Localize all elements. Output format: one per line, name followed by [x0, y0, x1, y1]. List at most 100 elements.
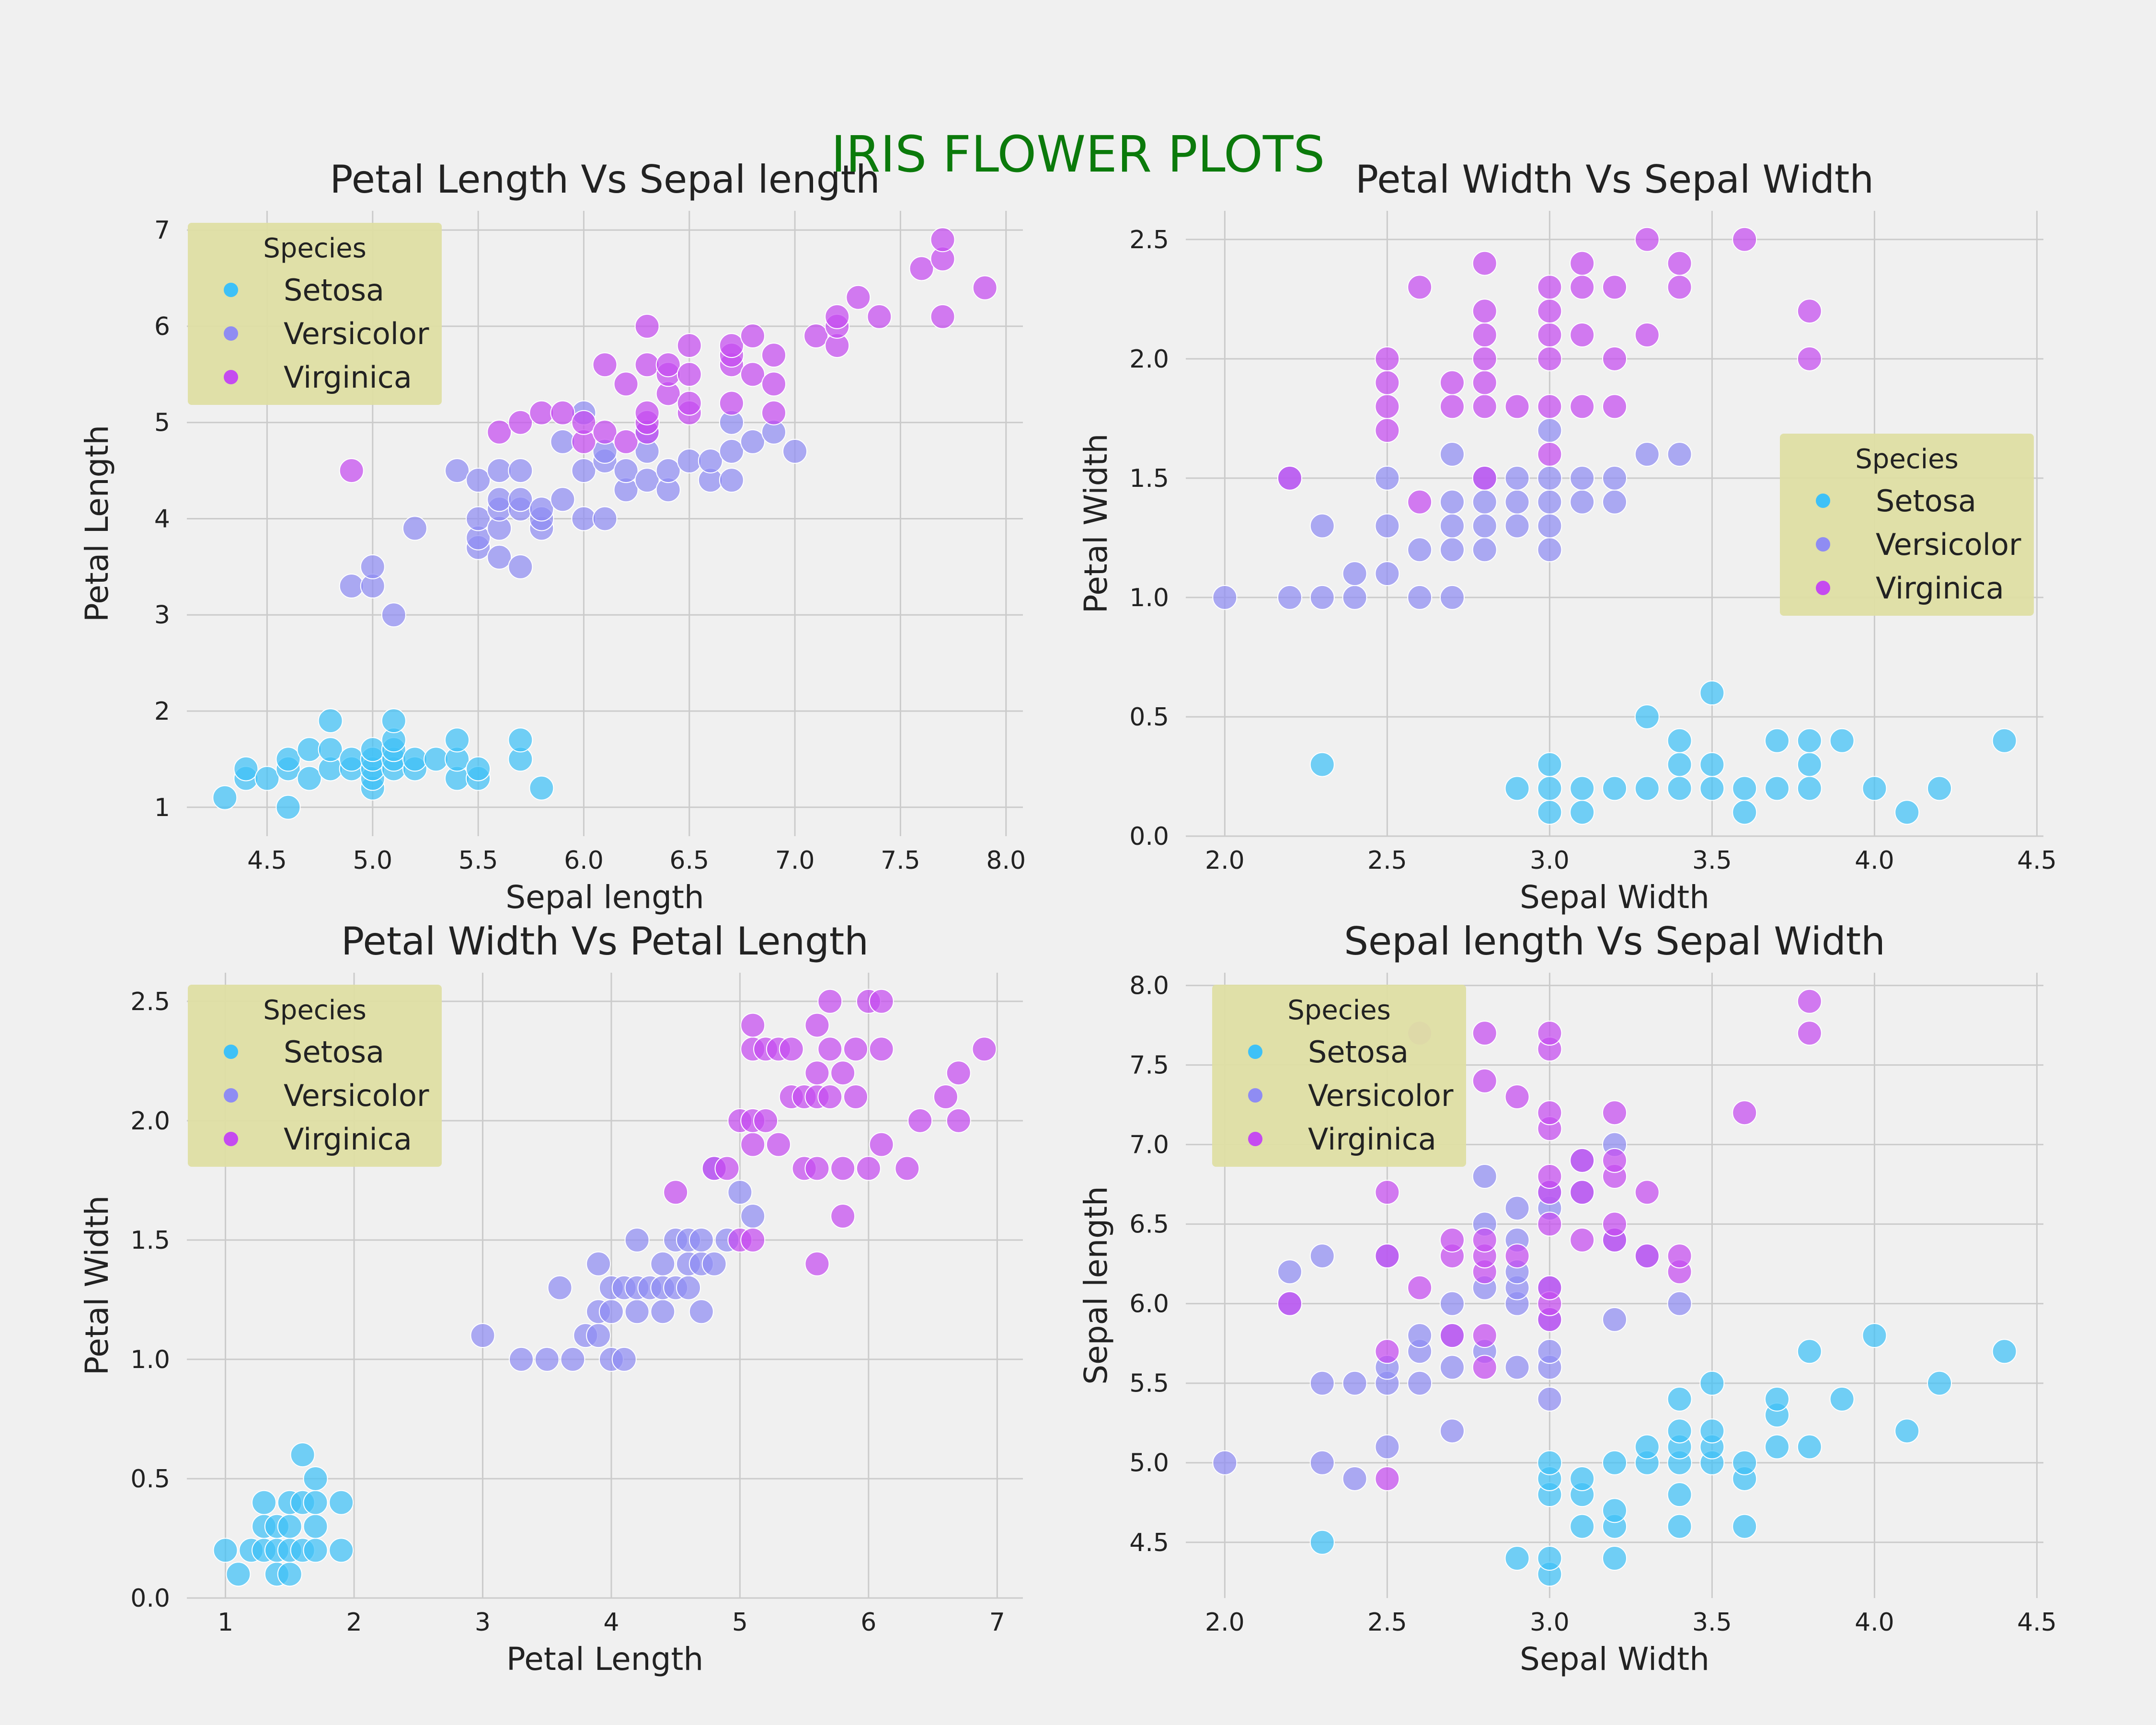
- data-point: [719, 333, 744, 358]
- legend-label-setosa: Setosa: [1876, 483, 1976, 518]
- data-point: [571, 506, 596, 531]
- data-point: [1992, 728, 2017, 753]
- data-point: [719, 391, 744, 416]
- data-point: [611, 1346, 637, 1372]
- y-tick-label: 1.0: [130, 1346, 170, 1374]
- data-point: [1667, 275, 1692, 300]
- x-tick-label: 8.0: [986, 846, 1026, 875]
- y-tick-label: 7.5: [1129, 1051, 1169, 1080]
- data-point: [339, 574, 364, 598]
- data-point: [487, 458, 512, 483]
- data-point: [1602, 1307, 1627, 1332]
- data-point: [509, 1346, 534, 1372]
- legend-label-versicolor: Versicolor: [1876, 527, 2021, 562]
- y-tick-label: 2: [154, 697, 170, 726]
- data-point: [867, 304, 892, 329]
- data-point: [634, 468, 660, 493]
- data-point: [613, 429, 639, 454]
- data-point: [1667, 442, 1692, 467]
- data-point: [761, 343, 787, 368]
- data-point: [1439, 537, 1465, 563]
- legend: Species Setosa Versicolor Virginica: [188, 223, 442, 405]
- data-point: [233, 756, 259, 782]
- data-point: [1504, 776, 1530, 801]
- data-point: [1375, 346, 1400, 371]
- data-point: [1407, 1370, 1433, 1396]
- data-point: [1602, 465, 1627, 491]
- data-point: [677, 333, 702, 358]
- data-point: [1570, 322, 1595, 348]
- legend-label-versicolor: Versicolor: [284, 1078, 429, 1113]
- x-tick-label: 4.5: [2017, 1608, 2057, 1637]
- data-point: [1472, 1355, 1497, 1380]
- data-point: [423, 747, 448, 772]
- data-point: [318, 737, 343, 762]
- data-point: [1765, 1386, 1790, 1412]
- data-point: [1472, 1164, 1497, 1189]
- y-tick-label: 8.0: [1129, 972, 1169, 1000]
- y-tick-label: 3: [154, 601, 170, 630]
- data-point: [1537, 1386, 1562, 1412]
- y-tick-label: 2.0: [130, 1107, 170, 1136]
- data-point: [1634, 704, 1660, 729]
- data-point: [1375, 1466, 1400, 1491]
- legend-label-setosa: Setosa: [1308, 1035, 1409, 1070]
- y-tick-label: 0.5: [130, 1465, 170, 1494]
- data-point: [817, 1084, 843, 1110]
- x-tick-label: 3.5: [1692, 1608, 1732, 1637]
- data-point: [252, 1490, 277, 1515]
- legend-marker: [224, 370, 238, 384]
- data-point: [1602, 489, 1627, 515]
- data-point: [329, 1538, 354, 1563]
- y-tick-label: 1.0: [1129, 584, 1169, 612]
- data-point: [1375, 513, 1400, 539]
- data-point: [1602, 1498, 1627, 1523]
- legend-box: [1212, 985, 1466, 1167]
- data-point: [895, 1156, 920, 1181]
- x-tick-label: 7: [989, 1608, 1005, 1637]
- data-point: [761, 400, 787, 426]
- data-point: [804, 1012, 830, 1038]
- data-point: [592, 419, 618, 445]
- data-point: [508, 487, 533, 512]
- y-tick-label: 1: [154, 794, 170, 822]
- data-point: [740, 362, 765, 387]
- data-point: [1570, 1227, 1595, 1253]
- data-point: [1504, 489, 1530, 515]
- data-point: [1375, 418, 1400, 443]
- data-point: [1504, 513, 1530, 539]
- data-point: [688, 1299, 714, 1324]
- legend-label-virginica: Virginica: [1876, 571, 2004, 606]
- data-point: [213, 1538, 238, 1563]
- x-tick-label: 2: [346, 1608, 362, 1637]
- legend-box: [188, 223, 442, 405]
- data-point: [1472, 394, 1497, 419]
- legend-title: Species: [263, 995, 367, 1026]
- data-point: [1699, 1418, 1725, 1444]
- data-point: [339, 747, 364, 772]
- x-tick-label: 6.5: [669, 846, 709, 875]
- data-point: [1472, 251, 1497, 276]
- data-point: [1732, 1450, 1757, 1475]
- data-point: [508, 410, 533, 435]
- data-point: [1797, 752, 1822, 777]
- data-point: [650, 1299, 676, 1324]
- data-point: [663, 1180, 688, 1205]
- data-point: [1667, 1482, 1692, 1507]
- data-point: [277, 1514, 302, 1539]
- data-point: [1277, 465, 1302, 491]
- y-axis-label: Petal Width: [1078, 434, 1114, 613]
- data-point: [1537, 1211, 1562, 1237]
- data-point: [1472, 465, 1497, 491]
- data-point: [1667, 1418, 1692, 1444]
- data-point: [297, 766, 322, 791]
- x-tick-label: 3.5: [1692, 846, 1732, 875]
- data-point: [843, 1036, 868, 1062]
- subplot-title: Petal Width Vs Petal Length: [341, 919, 869, 964]
- data-point: [1570, 1180, 1595, 1205]
- legend-marker: [224, 1088, 238, 1103]
- data-point: [598, 1299, 624, 1324]
- data-point: [1732, 800, 1757, 825]
- data-point: [804, 1060, 830, 1086]
- data-point: [933, 1084, 958, 1110]
